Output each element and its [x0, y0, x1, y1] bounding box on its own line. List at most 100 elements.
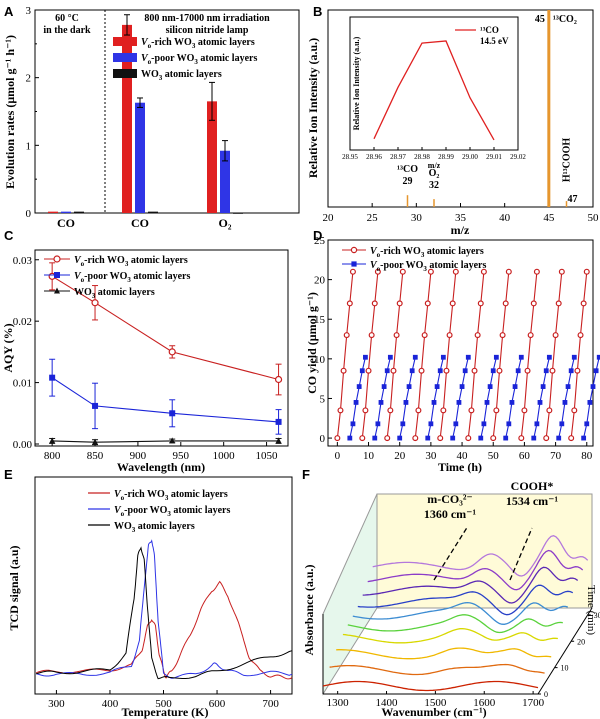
panel-f-ztick-label: 10	[561, 664, 569, 673]
panel-d-xtick-label: 30	[425, 450, 437, 462]
legend-text-part: -rich WO	[151, 37, 192, 48]
panel-d-point	[368, 332, 375, 339]
legend-text-part: atomic layers	[95, 287, 155, 298]
panel-f-annotation: COOH*	[511, 479, 554, 493]
panel-b-xlabel: m/z	[451, 223, 470, 237]
panel-b-inset-legend-label: 14.5 eV	[480, 36, 509, 46]
panel-b-xtick-label: 35	[455, 212, 467, 224]
panel-d-cycle-line	[439, 271, 457, 439]
panel-d-point	[474, 332, 481, 339]
panel-d-point	[490, 435, 497, 442]
panel-a-bar	[233, 213, 243, 214]
legend-text-part: atomic layers	[162, 69, 222, 80]
panel-c-legend-marker	[54, 272, 60, 278]
panel-d-point	[390, 367, 397, 374]
panel-d-point	[493, 407, 500, 414]
panel-f-annotation: 1360 cm⁻¹	[424, 507, 477, 521]
legend-text-part: -rich WO	[124, 489, 165, 500]
panel-d-point	[452, 268, 459, 275]
panel-d-point	[350, 421, 356, 427]
panel-d-axes: 0 10 20 30 40 50 60 70 80 0 5 10 15 20 25	[314, 235, 593, 462]
panel-d-point	[378, 400, 384, 405]
panel-d-point	[334, 435, 341, 442]
panel-a-bar	[122, 24, 132, 213]
legend-text-part: -poor WO	[151, 53, 194, 64]
legend-text-part: atomic layers	[198, 53, 258, 64]
panel-d-point	[568, 368, 574, 374]
panel-d-point	[580, 300, 587, 307]
panel-d-point	[337, 407, 344, 414]
panel-a-legend-label: Vo-rich WO3 atomic layers	[141, 37, 255, 50]
panel-d-point	[359, 368, 365, 374]
panel-c-xlabel: Wavelength (nm)	[117, 460, 205, 474]
panel-a-yaxis: 0 1 2 3	[26, 5, 39, 220]
panel-c-legend-label: Vo-rich WO3 atomic layers	[74, 255, 188, 268]
panel-f-xtick-label: 1600	[473, 697, 496, 709]
panel-d-cycle-line	[545, 271, 563, 439]
panel-e-legend-label: Vo-poor WO3 atomic layers	[114, 505, 230, 518]
panel-d-point	[552, 332, 559, 339]
panel-f-zaxis	[537, 607, 593, 695]
legend-text-part: -poor WO	[84, 271, 127, 282]
panel-d-point	[393, 332, 400, 339]
panel-f-xtick-label: 1300	[327, 697, 350, 709]
panel-e-plot	[35, 539, 293, 680]
legend-text-part: V	[370, 260, 378, 271]
panel-a-note-lamp-2: silicon nitride lamp	[166, 25, 249, 36]
panel-d-point	[540, 384, 546, 389]
legend-text-part: -poor WO	[380, 260, 423, 271]
panel-c-plot	[48, 262, 283, 446]
panel-d-point	[462, 368, 468, 374]
panel-d-point	[499, 332, 506, 339]
panel-b-inset-xtick-label: 28.97	[390, 153, 406, 161]
panel-d-point	[465, 354, 471, 360]
panel-d-point	[400, 421, 406, 427]
panel-b-inset: 28.95 28.96 28.97 28.98 28.99 29.00 29.01 29.02…	[342, 16, 526, 170]
panel-d-point	[568, 435, 575, 442]
panel-c-legend-marker	[54, 287, 60, 294]
panel-d-point	[477, 300, 484, 307]
panel-d-point	[555, 300, 562, 307]
panel-c-xtick-label: 900	[130, 450, 147, 462]
panel-d-cycle-line	[467, 271, 485, 439]
panel-d-point	[549, 367, 556, 374]
panel-d-point	[533, 268, 540, 275]
panel-d-point	[456, 400, 462, 405]
panel-b-inset-xtick-label: 29.02	[510, 153, 526, 161]
legend-text-part: atomic layers	[427, 260, 487, 271]
legend-text-part: o	[377, 251, 381, 259]
panel-d-point	[421, 332, 428, 339]
panel-a-bar	[207, 101, 217, 213]
panel-f-trace	[336, 647, 552, 660]
panel-f-trace	[362, 566, 579, 604]
legend-text-part: 3	[92, 292, 96, 300]
panel-f-ztick-label: 0	[544, 690, 548, 699]
panel-a-note-dark-1: 60 °C	[55, 13, 79, 24]
panel-f-xtick-label: 1700	[522, 697, 545, 709]
legend-text-part: 3	[125, 260, 129, 268]
panel-d-point	[558, 268, 565, 275]
panel-d-point	[583, 268, 590, 275]
panel-f-trace	[347, 614, 563, 634]
panel-d-point	[471, 367, 478, 374]
panel-a-ytick-label: 1	[26, 140, 32, 152]
panel-d-point	[480, 268, 487, 275]
panel-d-point	[534, 421, 540, 427]
panel-d-point	[437, 368, 443, 374]
panel-d-point	[399, 268, 406, 275]
panel-d-point	[506, 421, 512, 427]
panel-d-point	[524, 367, 531, 374]
legend-text-part: -rich WO	[380, 246, 421, 257]
panel-f-3d: 1300 1400 1500 1600 17000 10 20 30 m-CO₃²⁻1360 c…	[322, 479, 600, 709]
panel-e-ylabel: TCD signal (a.u)	[7, 545, 21, 630]
panel-label-d: D	[313, 228, 322, 243]
panel-c-series-line	[51, 275, 279, 381]
panel-a-category-label: CO	[131, 216, 149, 230]
panel-d-point	[493, 354, 499, 360]
panel-c-legend-label: Vo-poor WO3 atomic layers	[74, 271, 190, 284]
panel-d-xlabel: Time (h)	[438, 460, 482, 474]
